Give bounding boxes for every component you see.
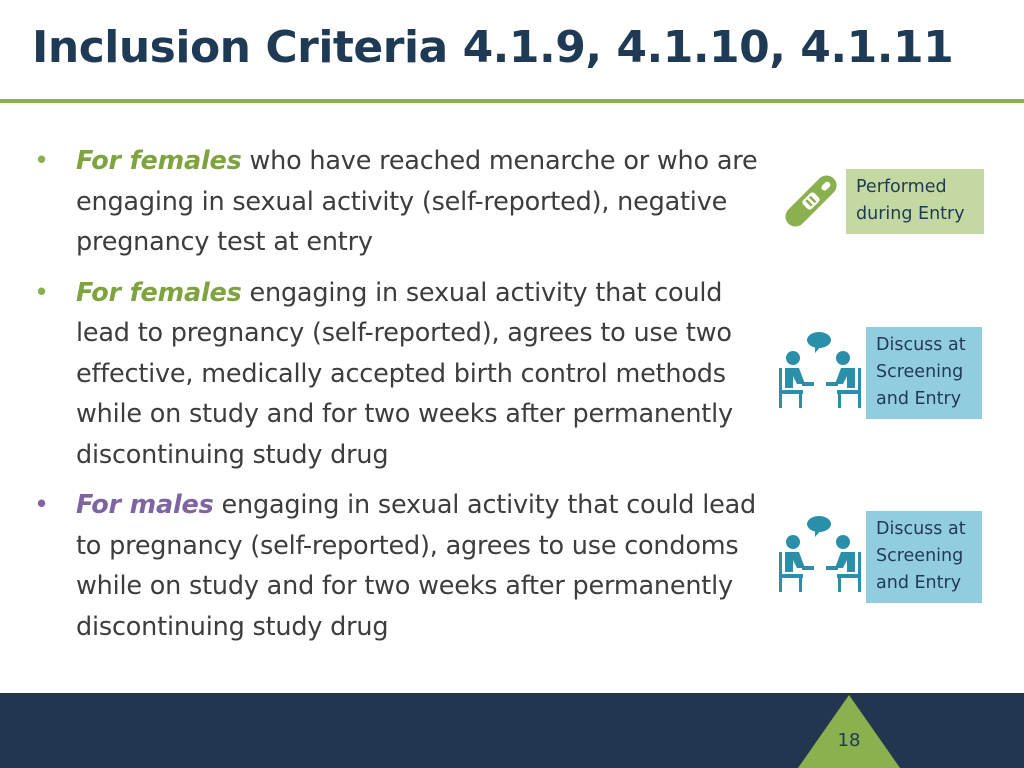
bullet-dot: • [34, 490, 49, 520]
page-number: 18 [837, 730, 861, 751]
bullet-text: engaging in sexual activity that could l… [76, 277, 733, 470]
page-marker-triangle [798, 695, 900, 768]
title-divider [0, 99, 1024, 103]
discussion-icon [775, 512, 865, 602]
list-item: • For males engaging in sexual activity … [34, 485, 774, 647]
bullet-text: engaging in sexual activity that could l… [76, 490, 756, 642]
discussion-icon [775, 328, 865, 418]
bullet-dot: • [34, 146, 49, 176]
bullet-lead: For females [76, 146, 242, 176]
label-discuss-screening-entry: Discuss at Screening and Entry [866, 511, 982, 603]
bullet-dot: • [34, 277, 49, 308]
bullet-text: who have reached menarche or who are eng… [76, 146, 758, 257]
bullet-lead: For females [76, 277, 242, 308]
criteria-list: • For females who have reached menarche … [34, 141, 774, 657]
label-discuss-screening-entry: Discuss at Screening and Entry [866, 327, 982, 419]
list-item: • For females who have reached menarche … [34, 141, 774, 263]
label-performed-during-entry: Performed during Entry [846, 169, 984, 234]
list-item: • For females engaging in sexual activit… [34, 273, 774, 476]
slide-title: Inclusion Criteria 4.1.9, 4.1.10, 4.1.11 [32, 22, 954, 73]
bullet-lead: For males [76, 490, 214, 520]
pregnancy-test-icon [775, 165, 847, 237]
